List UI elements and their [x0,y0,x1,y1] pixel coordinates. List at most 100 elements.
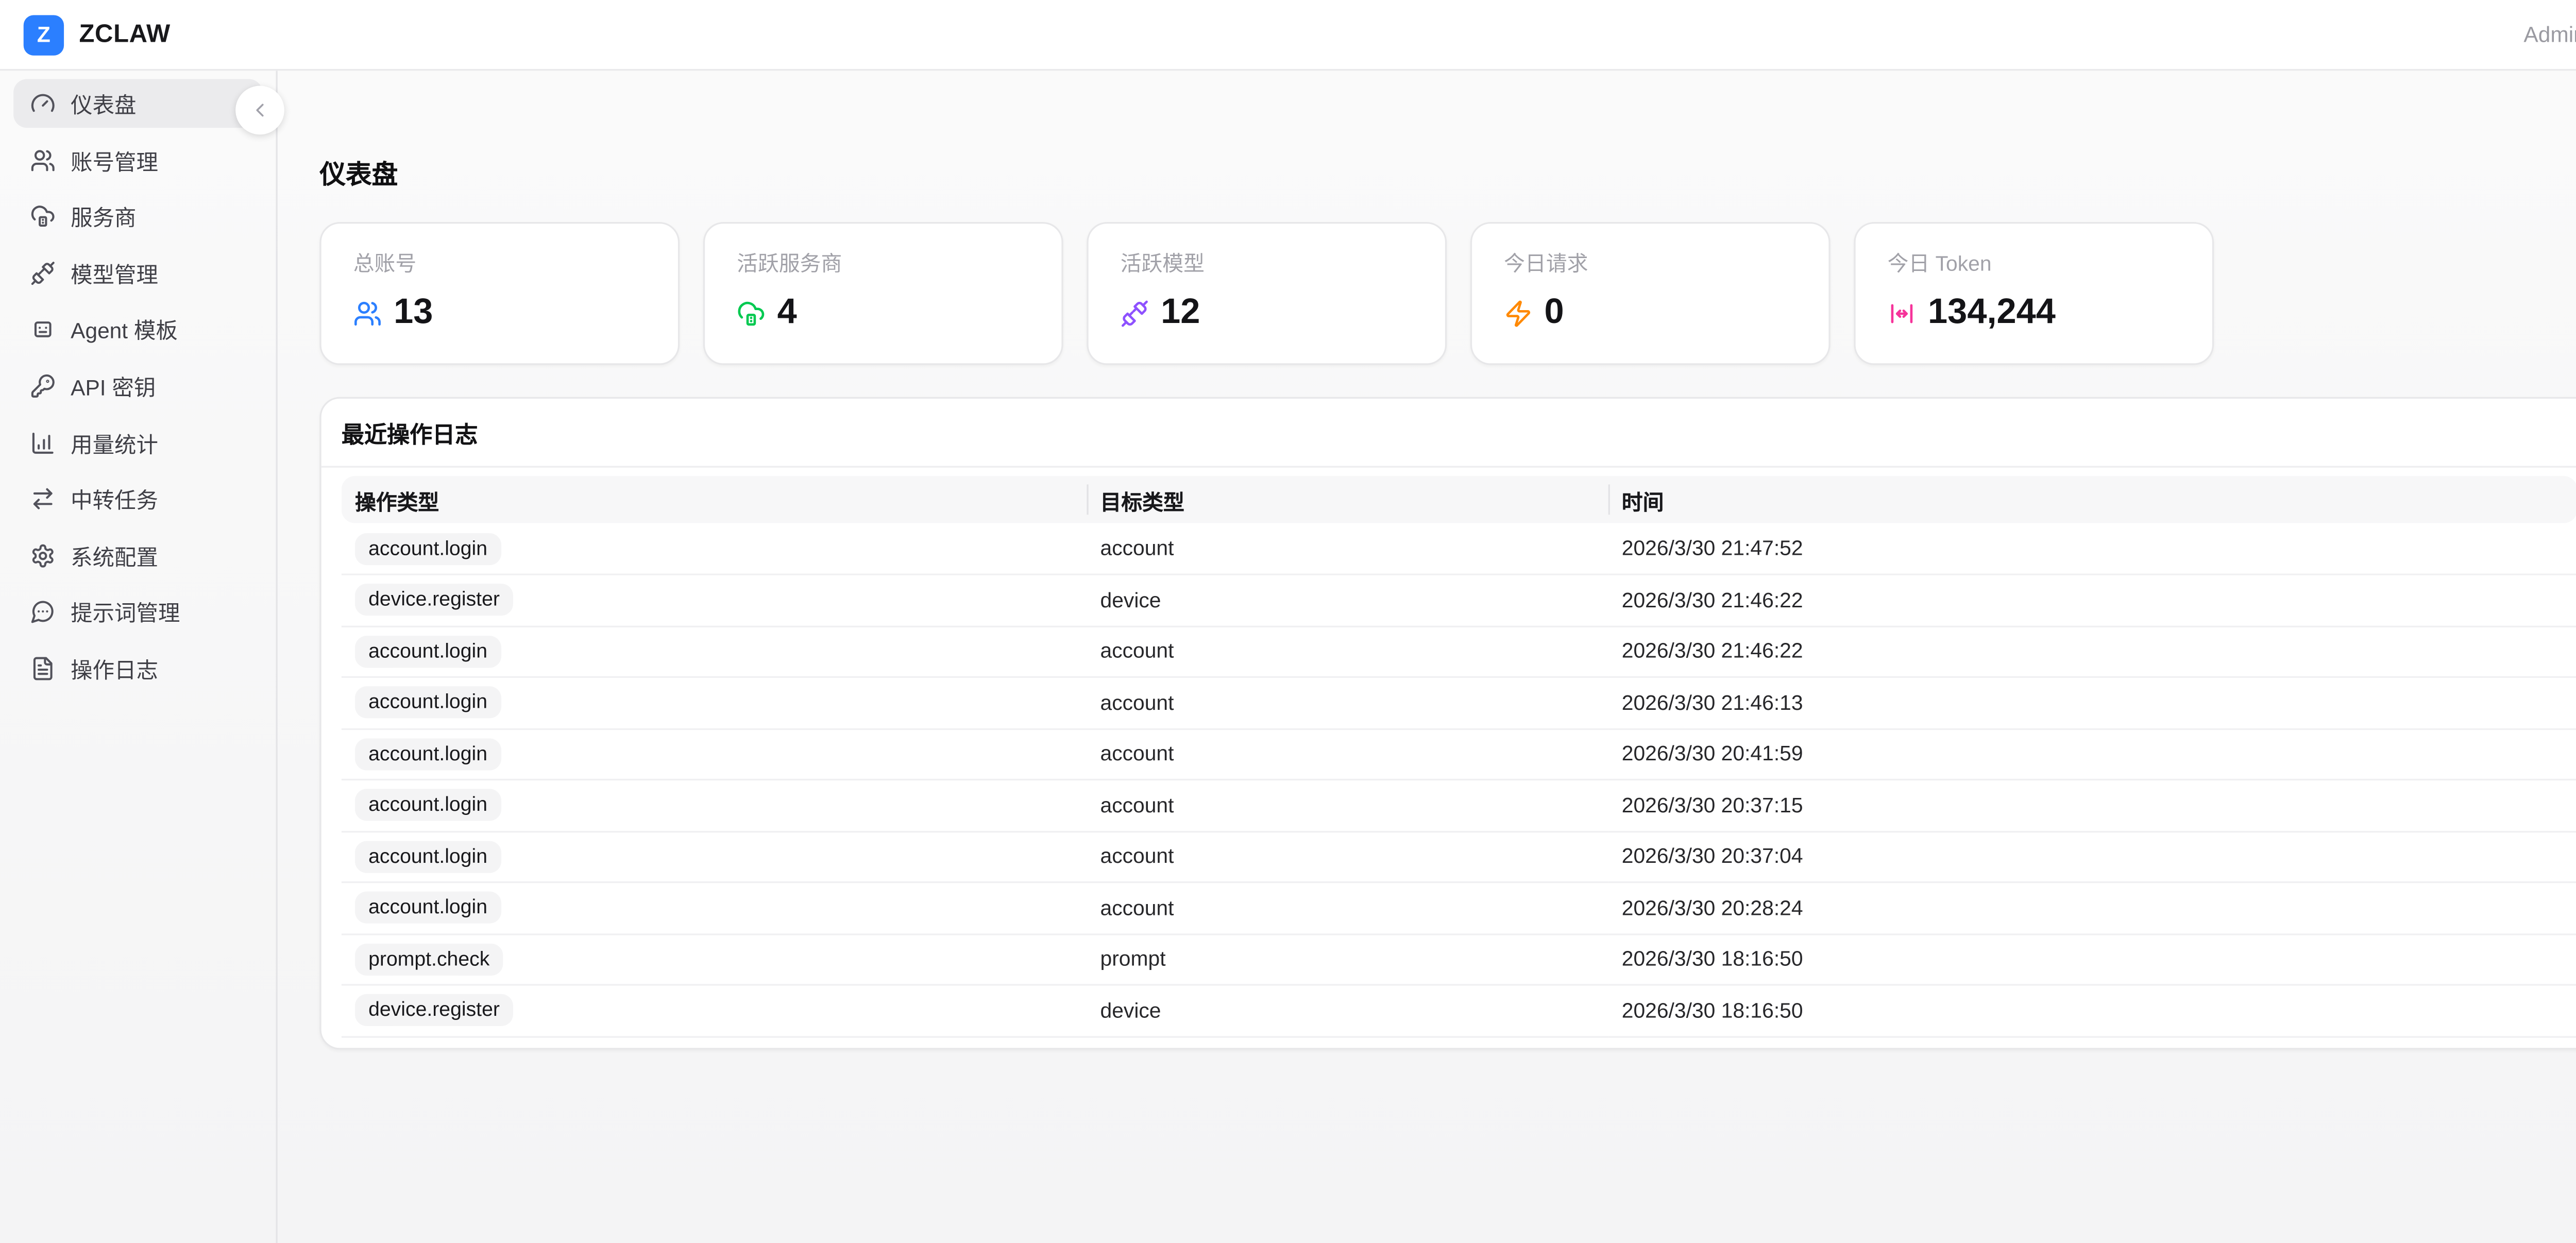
action-badge: account.login [354,738,501,770]
log-row-5[interactable]: account.login account 2026/3/30 20:37:15 [341,779,2576,832]
stat-card-3: 今日请求 0 [1470,222,1831,365]
time-cell: 2026/3/30 20:37:04 [1608,831,2576,883]
action-badge: account.login [354,840,501,873]
stat-card-2: 活跃模型 12 [1087,222,1447,365]
log-row-7[interactable]: account.login account 2026/3/30 20:28:24 [341,882,2576,934]
stats-row: 总账号 13 活跃服务商 4 活跃模型 12 今日请求 0 今日 Token 134,244 [319,222,2576,365]
time-cell: 2026/3/30 18:16:50 [1608,984,2576,1037]
target-cell: account [1087,779,1608,832]
chevron-left-icon [249,99,270,121]
action-badge: device.register [354,584,514,616]
stat-label: 活跃模型 [1120,252,1205,276]
stat-card-1: 活跃服务商 4 [703,222,1063,365]
time-cell: 2026/3/30 20:37:15 [1608,779,2576,832]
sidebar-item-label: Agent 模板 [71,318,178,344]
brand[interactable]: Z ZCLAW [23,14,171,55]
column-header-action[interactable]: 操作类型 [341,476,1087,523]
sidebar-nav: 仪表盘账号管理服务商模型管理 Agent 模板 API 密钥用量统计中转任务系统配置… [13,79,263,693]
action-badge: prompt.check [354,943,503,976]
message-dots-icon [30,600,56,625]
stat-value: 4 [777,293,797,332]
sidebar-item-label: 系统配置 [71,544,158,570]
stat-label: 今日请求 [1504,252,1588,276]
stat-card-0: 总账号 13 [319,222,680,365]
stat-value: 13 [394,293,433,332]
action-badge: account.login [354,687,501,719]
time-cell: 2026/3/30 20:41:59 [1608,728,2576,781]
cloud-server-icon [737,299,766,328]
action-badge: account.login [354,635,501,668]
sidebar-item-3[interactable]: 模型管理 [13,249,262,298]
brand-logo-icon: Z [23,14,64,55]
time-cell: 2026/3/30 21:46:13 [1608,677,2576,729]
plug-icon [30,260,56,285]
action-badge: account.login [354,892,501,924]
stat-label: 活跃服务商 [737,252,842,276]
sidebar-item-9[interactable]: 提示词管理 [13,588,262,637]
log-row-8[interactable]: prompt.check prompt 2026/3/30 18:16:50 [341,933,2576,986]
sidebar-item-4[interactable]: Agent 模板 [13,305,262,354]
action-badge: account.login [354,789,501,822]
time-cell: 2026/3/30 21:47:52 [1608,523,2576,575]
recent-logs-card: 最近操作日志 操作类型 目标类型 时间 account.login account… [319,397,2576,1049]
target-cell: account [1087,625,1608,678]
arrows-swap-icon [30,486,56,512]
stat-label: 总账号 [353,252,417,276]
log-row-9[interactable]: device.register device 2026/3/30 18:16:50 [341,984,2576,1037]
log-row-4[interactable]: account.login account 2026/3/30 20:41:59 [341,728,2576,781]
key-icon [30,373,56,399]
app-shell: 仪表盘 账号管理 服务商 模型管理 Agent 模板 API 密钥 用量统计 中转任务 系统配置… [0,71,2576,1243]
sidebar-item-10[interactable]: 操作日志 [13,644,262,693]
gear-icon [30,543,56,568]
column-header-time[interactable]: 时间 [1608,476,2576,523]
file-text-icon [30,656,56,681]
bar-chart-icon [30,430,56,455]
sidebar-item-label: 操作日志 [71,657,158,683]
sidebar-item-7[interactable]: 中转任务 [13,474,262,523]
stat-label: 今日 Token [1887,252,1992,276]
recent-logs-title: 最近操作日志 [321,399,2576,468]
logs-table-wrap: 操作类型 目标类型 时间 account.login account 2026/3/… [341,476,2576,1037]
log-row-3[interactable]: account.login account 2026/3/30 21:46:13 [341,677,2576,729]
main-content: 仪表盘 总账号 13 活跃服务商 4 活跃模型 12 今日请求 0 今日 Token 134,24… [278,71,2576,1243]
time-cell: 2026/3/30 18:16:50 [1608,933,2576,986]
log-row-2[interactable]: account.login account 2026/3/30 21:46:22 [341,625,2576,678]
time-cell: 2026/3/30 20:28:24 [1608,882,2576,934]
action-badge: account.login [354,532,501,565]
log-row-1[interactable]: device.register device 2026/3/30 21:46:22 [341,574,2576,627]
time-cell: 2026/3/30 21:46:22 [1608,625,2576,678]
users-icon [30,147,56,173]
robot-icon [30,317,56,342]
target-cell: prompt [1087,933,1608,986]
page-title: 仪表盘 [319,161,398,190]
sidebar-item-2[interactable]: 服务商 [13,192,262,241]
sidebar-collapse-button[interactable] [235,86,284,135]
sidebar: 仪表盘账号管理服务商模型管理 Agent 模板 API 密钥用量统计中转任务系统配置… [0,71,278,1243]
target-cell: device [1087,984,1608,1037]
log-row-0[interactable]: account.login account 2026/3/30 21:47:52 [341,523,2576,575]
target-cell: account [1087,882,1608,934]
column-header-target[interactable]: 目标类型 [1087,476,1608,523]
plug-icon [1121,299,1149,328]
sidebar-item-label: 用量统计 [71,431,158,457]
sidebar-item-1[interactable]: 账号管理 [13,135,262,184]
stat-value: 0 [1544,293,1564,332]
time-cell: 2026/3/30 21:46:22 [1608,574,2576,627]
sidebar-item-label: 模型管理 [71,262,158,287]
sidebar-item-label: 账号管理 [71,149,158,175]
users-icon [353,299,382,328]
sidebar-item-8[interactable]: 系统配置 [13,531,262,580]
logs-table-header-row: 操作类型 目标类型 时间 [341,476,2576,523]
sidebar-item-5[interactable]: API 密钥 [13,362,262,411]
log-row-6[interactable]: account.login account 2026/3/30 20:37:04 [341,831,2576,883]
stat-value: 134,244 [1928,293,2056,332]
stat-value: 12 [1161,293,1200,332]
sidebar-item-0[interactable]: 仪表盘 [13,79,263,128]
logs-table: 操作类型 目标类型 时间 account.login account 2026/3/… [341,476,2576,1037]
topbar: Z ZCLAW Admin [0,0,2576,71]
sidebar-item-label: 中转任务 [71,488,158,514]
sidebar-item-6[interactable]: 用量统计 [13,418,262,467]
current-user-label[interactable]: Admin [2523,22,2576,47]
gauge-icon [30,91,56,116]
